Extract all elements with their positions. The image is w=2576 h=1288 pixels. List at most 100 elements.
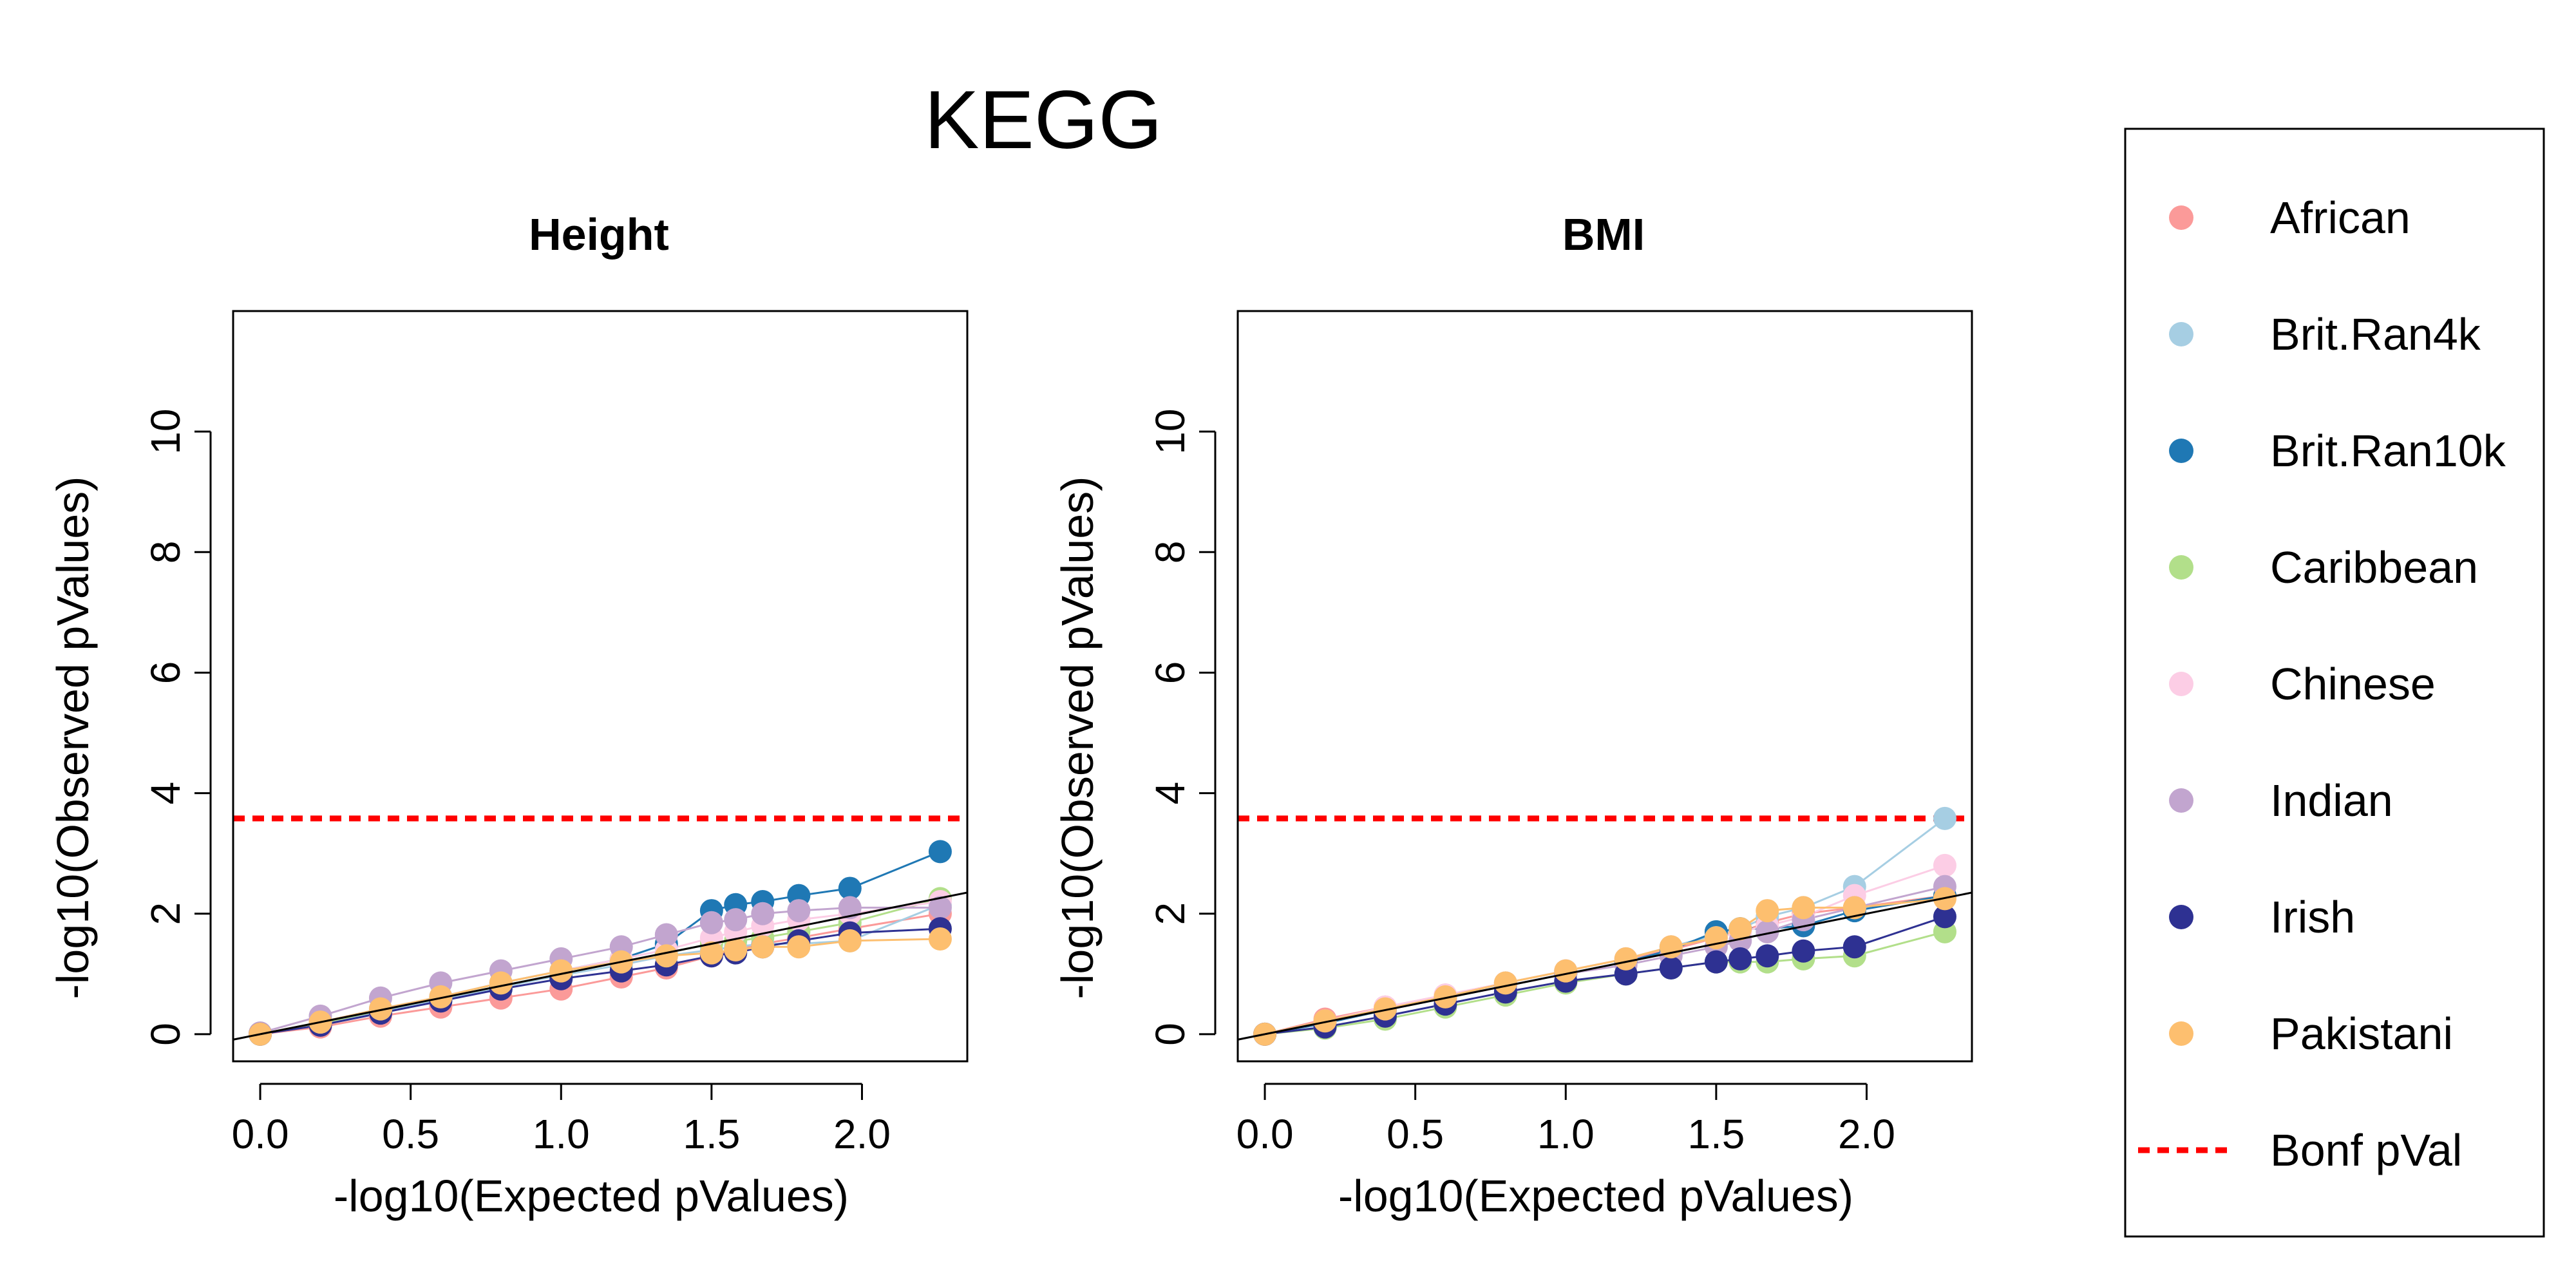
height-x-tick-label: 0.5 xyxy=(382,1111,439,1157)
legend-label-african: African xyxy=(2270,193,2410,243)
height-point-pakistani xyxy=(928,927,952,951)
bmi-point-pakistani xyxy=(1728,917,1752,941)
bmi-point-pakistani xyxy=(1554,959,1578,983)
legend-label-pakistani: Pakistani xyxy=(2270,1009,2453,1059)
height-x-tick-label: 0.0 xyxy=(232,1111,289,1157)
bmi-y-tick-label: 0 xyxy=(1147,1023,1193,1046)
bmi-series-line-brit-ran4k xyxy=(1264,817,1946,1036)
height-point-pakistani xyxy=(787,935,811,959)
height-point-indian xyxy=(751,902,775,925)
height-y-tick-label: 10 xyxy=(142,409,189,455)
bmi-x-tick-label: 1.0 xyxy=(1537,1111,1595,1157)
bmi-point-indian xyxy=(1756,920,1779,943)
bmi-panel-title: BMI xyxy=(1562,209,1645,260)
height-y-tick-label: 8 xyxy=(142,541,189,564)
bmi-x-axis-label: -log10(Expected pValues) xyxy=(1338,1171,1853,1221)
legend-label-brit-ran10k: Brit.Ran10k xyxy=(2270,426,2506,476)
legend-swatch-african xyxy=(2169,205,2193,230)
height-plot-area xyxy=(233,815,967,1046)
bmi-point-chinese xyxy=(1933,853,1956,877)
height-point-indian xyxy=(928,896,952,920)
bmi-x-tick-label: 2.0 xyxy=(1838,1111,1895,1157)
bmi-point-irish xyxy=(1792,939,1815,963)
height-x-tick-label: 2.0 xyxy=(833,1111,891,1157)
height-point-pakistani xyxy=(724,938,748,961)
bmi-series-points-pakistani xyxy=(1253,887,1956,1046)
legend-label-irish: Irish xyxy=(2270,892,2355,942)
bmi-point-irish xyxy=(1933,905,1956,929)
legend-swatch-brit-ran10k xyxy=(2169,439,2193,463)
height-plot-frame xyxy=(232,310,969,1063)
bmi-point-irish xyxy=(1756,944,1779,968)
height-point-indian xyxy=(654,923,678,947)
legend-label-bonf-pval: Bonf pVal xyxy=(2270,1125,2462,1175)
legend-swatch-pakistani xyxy=(2169,1021,2193,1046)
height-y-tick-label: 4 xyxy=(142,782,189,805)
height-panel-title: Height xyxy=(529,209,669,260)
bmi-y-axis-label: -log10(Observed pValues) xyxy=(1052,477,1103,999)
bmi-point-pakistani xyxy=(1792,896,1815,920)
bmi-y-tick-label: 8 xyxy=(1147,541,1193,564)
height-point-pakistani xyxy=(368,997,392,1021)
bmi-plot-area xyxy=(1238,806,1972,1046)
bmi-point-pakistani xyxy=(1434,985,1457,1009)
bmi-x-tick-label: 0.0 xyxy=(1236,1111,1294,1157)
legend-swatch-chinese xyxy=(2169,672,2193,696)
height-y-axis-label: -log10(Observed pValues) xyxy=(48,477,98,999)
height-x-axis-label: -log10(Expected pValues) xyxy=(334,1171,849,1221)
height-point-indian xyxy=(724,908,748,932)
height-x-tick-label: 1.5 xyxy=(683,1111,740,1157)
bmi-y-tick-label: 6 xyxy=(1147,661,1193,685)
height-reference-line xyxy=(260,891,967,1036)
height-point-pakistani xyxy=(699,941,723,965)
height-point-pakistani xyxy=(429,985,453,1009)
bmi-reference-line xyxy=(1264,891,1972,1036)
bmi-reference-line-extension xyxy=(1238,1033,1265,1041)
legend-label-indian: Indian xyxy=(2270,775,2393,826)
bmi-point-irish xyxy=(1659,956,1683,980)
bmi-point-pakistani xyxy=(1373,997,1397,1021)
height-y-tick-label: 6 xyxy=(142,661,189,685)
legend-label-brit-ran4k: Brit.Ran4k xyxy=(2270,309,2481,359)
bmi-point-pakistani xyxy=(1614,947,1638,971)
bmi-y-tick-label: 10 xyxy=(1147,409,1193,455)
height-series-points-indian xyxy=(249,896,952,1045)
height-y-tick-label: 2 xyxy=(142,902,189,925)
height-x-tick-label: 1.0 xyxy=(533,1111,590,1157)
height-point-pakistani xyxy=(751,935,775,959)
height-point-pakistani xyxy=(654,944,678,968)
bmi-series-line-irish xyxy=(1264,915,1946,1036)
bmi-y-tick-label: 4 xyxy=(1147,782,1193,805)
bmi-x-tick-label: 0.5 xyxy=(1387,1111,1444,1157)
bmi-point-irish xyxy=(1728,947,1752,971)
height-point-indian xyxy=(838,896,862,920)
bmi-panel: BMI 0.0 0.5 1.0 1.5 2.0 0 2 4 6 8 10 -log10(Expected… xyxy=(1052,209,1973,1221)
bmi-point-pakistani xyxy=(1313,1009,1337,1033)
legend-box xyxy=(2124,128,2545,1238)
bmi-plot-frame xyxy=(1236,310,1973,1063)
height-point-pakistani xyxy=(549,959,573,983)
legend-swatch-brit-ran4k xyxy=(2169,322,2193,346)
legend-label-chinese: Chinese xyxy=(2270,659,2436,709)
bmi-point-irish xyxy=(1842,935,1866,959)
bmi-series-points-irish xyxy=(1253,905,1956,1046)
bmi-point-pakistani xyxy=(1493,971,1517,995)
bmi-point-brit-ran4k xyxy=(1933,806,1956,830)
height-point-pakistani xyxy=(489,971,513,995)
bmi-point-pakistani xyxy=(1756,899,1779,923)
height-point-brit-ran10k xyxy=(838,876,862,900)
height-point-brit-ran10k xyxy=(928,840,952,864)
legend-swatch-irish xyxy=(2169,905,2193,929)
legend: African Brit.Ran4k Brit.Ran10k Caribbean Chi… xyxy=(2124,128,2545,1238)
bmi-point-irish xyxy=(1704,950,1728,974)
height-panel: Height 0.0 0.5 1.0 1.5 2.0 0 2 4 6 8 10 -log10(Expec… xyxy=(48,209,969,1221)
height-point-indian xyxy=(699,911,723,934)
height-point-indian xyxy=(787,899,811,923)
bmi-point-pakistani xyxy=(1842,896,1866,920)
height-y-tick-label: 0 xyxy=(142,1023,189,1046)
height-point-pakistani xyxy=(838,929,862,952)
bmi-y-tick-label: 2 xyxy=(1147,902,1193,925)
legend-swatch-caribbean xyxy=(2169,555,2193,580)
figure-title: KEGG xyxy=(924,74,1162,166)
